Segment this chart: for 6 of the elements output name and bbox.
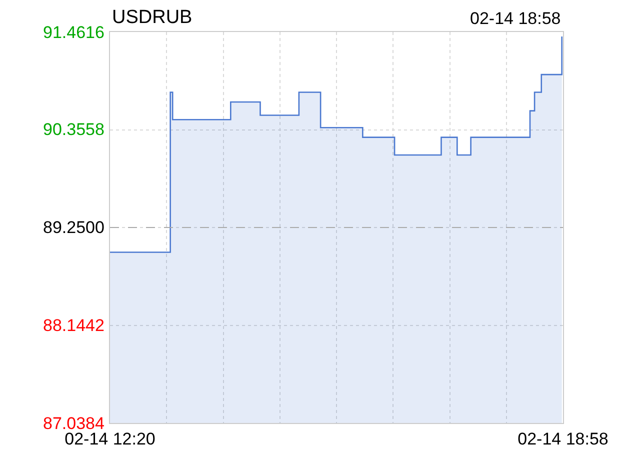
y-tick-label: 90.3558 (43, 120, 104, 139)
text: 02-14 18:58 (470, 9, 561, 28)
y-tick-label: 91.4616 (43, 23, 104, 42)
y-tick-label: 88.1442 (43, 316, 104, 335)
chart-title: USDRUB (112, 7, 192, 28)
y-tick-label: 89.2500 (43, 218, 104, 237)
